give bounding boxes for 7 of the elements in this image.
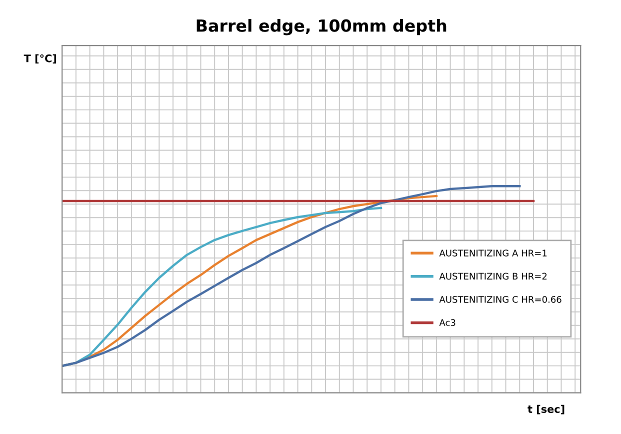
x-axis-title: t [sec] xyxy=(528,404,564,414)
legend-label: AUSTENITIZING A HR=1 xyxy=(439,250,547,256)
chart-title: Barrel edge, 100mm depth xyxy=(196,19,446,36)
legend-label: AUSTENITIZING C HR=0.66 xyxy=(439,296,562,303)
legend-label: AUSTENITIZING B HR=2 xyxy=(439,272,547,280)
text: T [°C] xyxy=(24,54,56,64)
legend-label: Ac3 xyxy=(439,319,456,326)
